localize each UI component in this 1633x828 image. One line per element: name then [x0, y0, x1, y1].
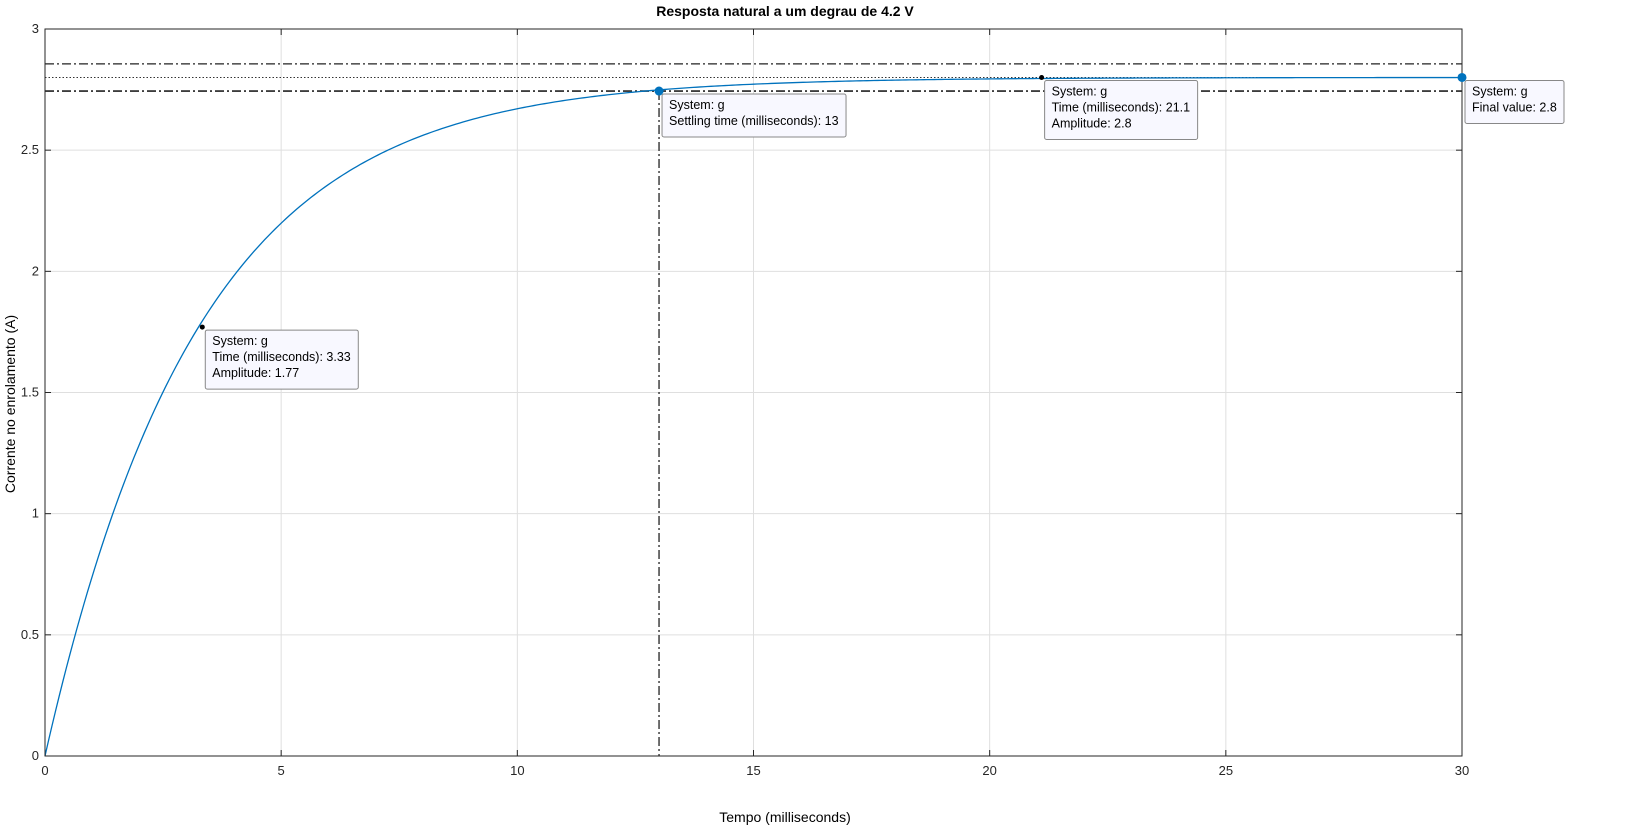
x-tick-label: 15 [746, 763, 760, 778]
datatip-box: System: g Settling time (milliseconds): 1… [661, 93, 847, 138]
datatip-text-line: Amplitude: 1.77 [212, 366, 299, 380]
datatip-background [204, 329, 359, 390]
y-tick-label: 2.5 [21, 142, 39, 157]
chart-title: Resposta natural a um degrau de 4.2 V [656, 3, 914, 19]
plot-frame [44, 28, 1463, 757]
axes-frame [44, 28, 1463, 757]
x-tick-label: 5 [278, 763, 285, 778]
datatip-text-line: System: g [669, 98, 725, 112]
y-axis-label: Corrente no enrolamento (A) [2, 315, 18, 493]
y-tick-label: 1.5 [21, 385, 39, 400]
y-tick-label: 0 [32, 748, 39, 763]
datatip-text-line: Time (milliseconds): 3.33 [212, 350, 351, 364]
datatip-background [661, 93, 847, 138]
datatip-marker [654, 86, 664, 96]
datatip-background [1464, 79, 1565, 124]
datatip-marker [199, 324, 205, 330]
datatip-markers [199, 72, 1467, 330]
grid-lines [44, 28, 1463, 757]
y-tick-label: 1 [32, 506, 39, 521]
x-tick-label: 30 [1455, 763, 1469, 778]
series-line-g [44, 76, 1462, 757]
x-tick-label: 25 [1219, 763, 1233, 778]
x-tick-label: 0 [41, 763, 48, 778]
datatip-text-line: System: g [212, 334, 268, 348]
datatip-background [1044, 79, 1199, 140]
datatip-text-line: Final value: 2.8 [1472, 100, 1557, 114]
datatip-text-line: Time (milliseconds): 21.1 [1052, 100, 1191, 114]
y-tick-label: 2 [32, 263, 39, 278]
x-axis-label: Tempo (milliseconds) [719, 809, 850, 825]
datatip-text-line: Amplitude: 2.8 [1052, 116, 1132, 130]
datatip-box: System: g Time (milliseconds): 3.33 Amplit… [204, 329, 359, 390]
x-tick-label: 20 [982, 763, 996, 778]
datatip-text-line: Settling time (milliseconds): 13 [669, 114, 839, 128]
series-layer [44, 76, 1462, 757]
y-tick-label: 0.5 [21, 627, 39, 642]
datatips: System: g Time (milliseconds): 3.33 Amplit… [204, 79, 1565, 390]
datatip-marker [1039, 74, 1045, 80]
datatip-text-line: System: g [1472, 84, 1528, 98]
datatip-box: System: g Time (milliseconds): 21.1 Amplit… [1044, 79, 1199, 140]
tick-labels: 0 5 10 15 20 25 30 0 0.5 1 1.5 2 2.5 3 [21, 21, 1469, 778]
datatip-marker [1457, 72, 1467, 82]
datatip-box: System: g Final value: 2.8 [1464, 79, 1565, 124]
y-tick-label: 3 [32, 21, 39, 36]
x-tick-label: 10 [510, 763, 524, 778]
datatip-text-line: System: g [1052, 84, 1108, 98]
